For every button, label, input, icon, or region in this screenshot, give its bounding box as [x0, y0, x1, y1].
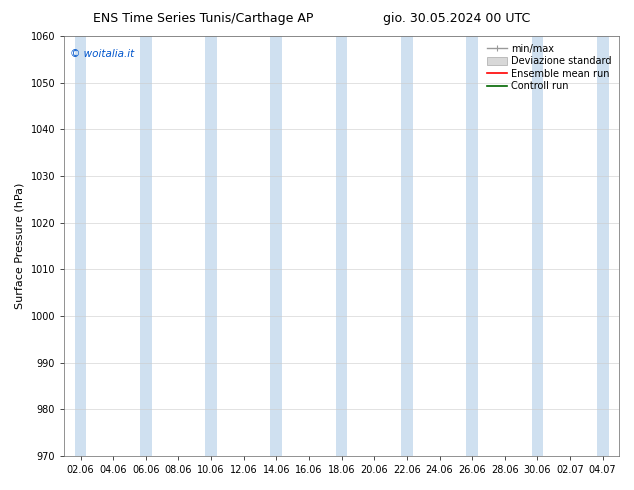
- Bar: [597, 36, 609, 456]
- Bar: [531, 36, 543, 456]
- Bar: [466, 36, 478, 456]
- Bar: [205, 36, 217, 456]
- Y-axis label: Surface Pressure (hPa): Surface Pressure (hPa): [15, 183, 25, 309]
- Bar: [271, 36, 282, 456]
- Text: ENS Time Series Tunis/Carthage AP: ENS Time Series Tunis/Carthage AP: [93, 12, 313, 25]
- Legend: min/max, Deviazione standard, Ensemble mean run, Controll run: min/max, Deviazione standard, Ensemble m…: [484, 41, 614, 94]
- Bar: [75, 36, 86, 456]
- Bar: [336, 36, 347, 456]
- Bar: [401, 36, 413, 456]
- Bar: [140, 36, 152, 456]
- Text: gio. 30.05.2024 00 UTC: gio. 30.05.2024 00 UTC: [383, 12, 530, 25]
- Text: © woitalia.it: © woitalia.it: [70, 49, 134, 59]
